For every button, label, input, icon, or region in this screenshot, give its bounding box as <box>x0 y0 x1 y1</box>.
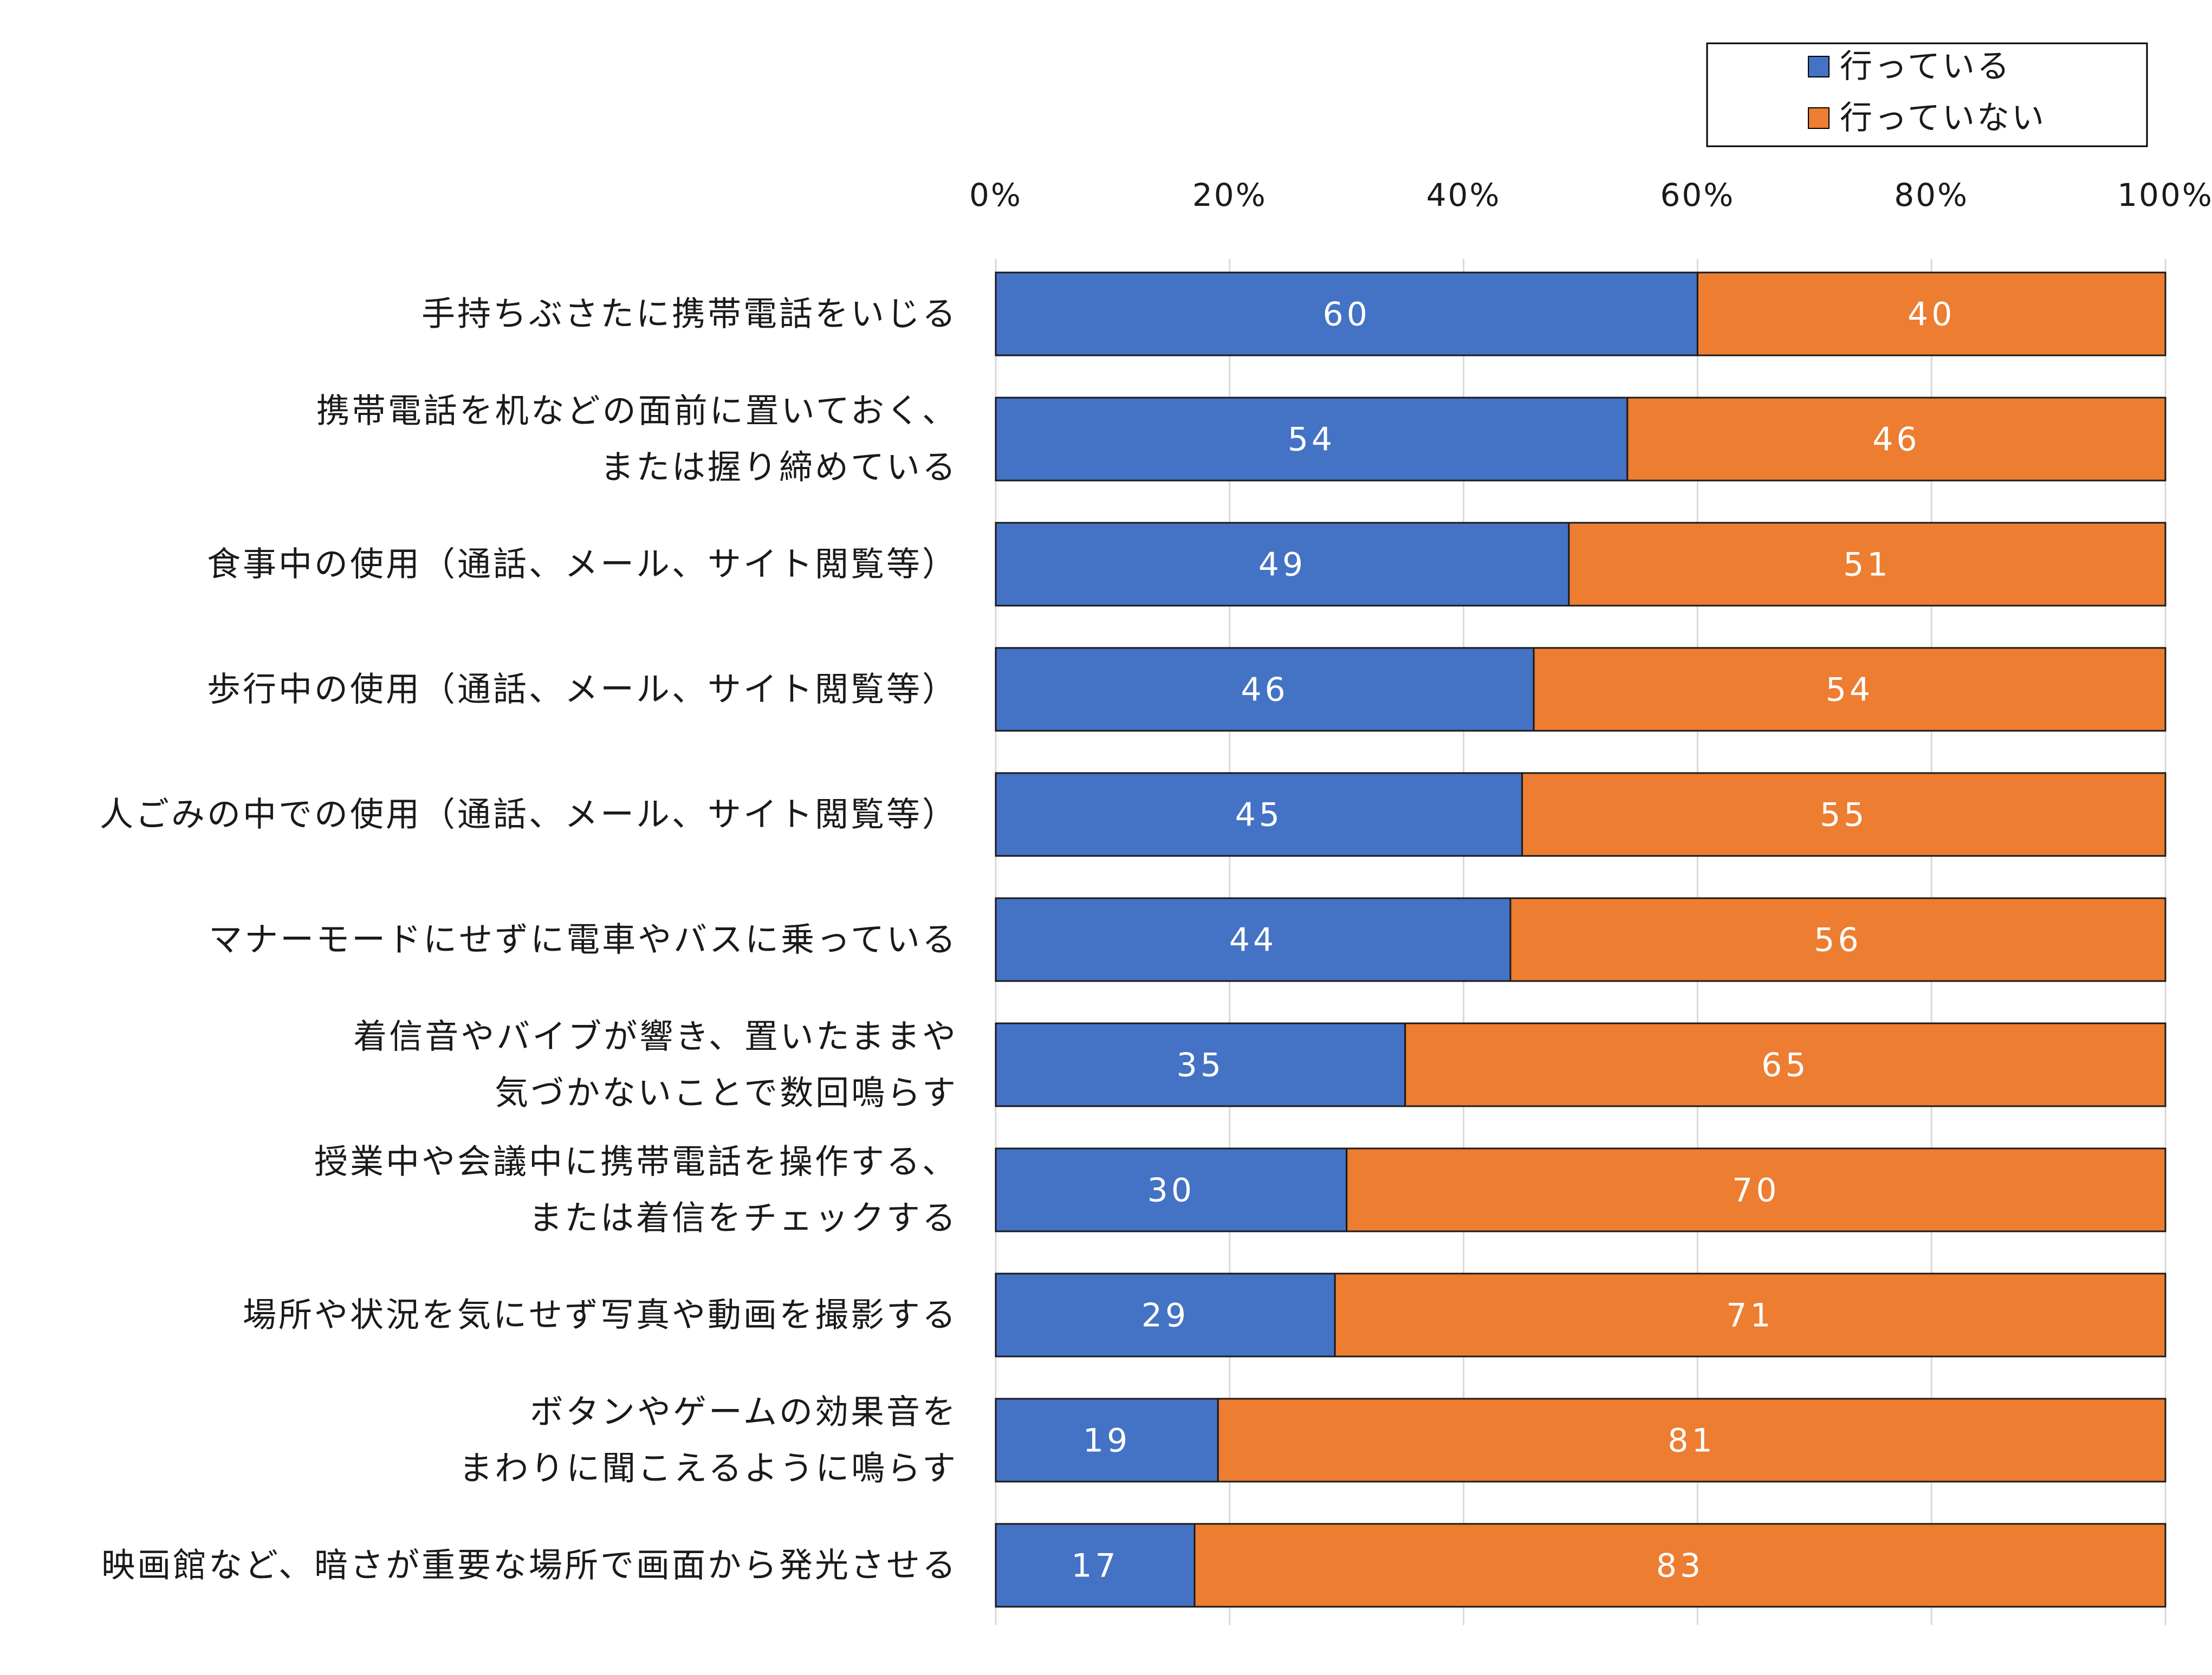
bar-doing <box>995 1398 1219 1483</box>
data-label: 46 <box>1872 421 1920 459</box>
data-label: 19 <box>1083 1422 1131 1460</box>
category-label: 歩行中の使用（通話、メール、サイト閲覧等） <box>207 670 958 709</box>
bar-not-doing <box>1533 647 2166 732</box>
data-label: 70 <box>1732 1172 1780 1210</box>
bar-doing <box>995 522 1570 607</box>
bar-not-doing <box>1626 397 2166 482</box>
legend-swatch-not-doing <box>1808 107 1830 129</box>
data-label: 46 <box>1241 671 1288 709</box>
bar-doing <box>995 1523 1196 1608</box>
data-label: 49 <box>1259 546 1306 584</box>
bar-not-doing <box>1217 1398 2166 1483</box>
category-label: 食事中の使用（通話、メール、サイト閲覧等） <box>207 544 958 584</box>
category-label: 携帯電話を机などの面前に置いておく、 <box>316 391 958 431</box>
data-label: 44 <box>1229 921 1277 959</box>
legend-label-doing: 行っている <box>1840 48 2012 86</box>
data-label: 30 <box>1147 1172 1195 1210</box>
data-label: 54 <box>1288 421 1335 459</box>
data-label: 54 <box>1826 671 1873 709</box>
bar-not-doing <box>1521 772 2166 857</box>
bar-doing <box>995 1273 1336 1358</box>
data-label: 56 <box>1814 921 1861 959</box>
category-label: 人ごみの中での使用（通話、メール、サイト閲覧等） <box>100 795 958 834</box>
x-tick-label: 60% <box>1660 177 1735 213</box>
bar-doing <box>995 397 1629 482</box>
x-tick-label: 80% <box>1894 177 1969 213</box>
category-labels: 手持ちぶさたに携帯電話をいじる携帯電話を机などの面前に置いておく、または握り締め… <box>100 294 958 1585</box>
data-label: 83 <box>1656 1547 1704 1585</box>
bar-doing <box>995 772 1523 857</box>
x-axis-tick-labels: 0% 20% 40% 60% 80% 100% <box>969 177 2212 213</box>
data-label: 40 <box>1908 296 1955 334</box>
data-label: 60 <box>1323 296 1371 334</box>
bar-not-doing <box>1509 897 2166 982</box>
data-label: 17 <box>1071 1547 1119 1585</box>
data-label: 65 <box>1761 1047 1809 1085</box>
category-label: 手持ちぶさたに携帯電話をいじる <box>421 294 958 334</box>
data-label: 29 <box>1141 1297 1189 1335</box>
data-label: 81 <box>1668 1422 1715 1460</box>
category-label: 授業中や会議中に携帯電話を操作する、 <box>314 1142 958 1181</box>
x-tick-label: 40% <box>1426 177 1501 213</box>
category-label: まわりに聞こえるように鳴らす <box>459 1449 958 1488</box>
x-tick-label: 100% <box>2117 177 2212 213</box>
x-tick-label: 0% <box>969 177 1022 213</box>
bar-not-doing <box>1696 271 2166 356</box>
legend-label-not-doing: 行っていない <box>1840 99 2046 137</box>
category-label: ボタンやゲームの効果音を <box>530 1392 958 1432</box>
bar-not-doing <box>1404 1022 2166 1107</box>
category-label: または着信をチェックする <box>529 1198 958 1238</box>
bar-doing <box>995 647 1535 732</box>
data-label: 71 <box>1726 1297 1774 1335</box>
category-label: 着信音やバイブが響き、置いたままや <box>353 1017 958 1056</box>
category-label: 場所や状況を気にせず写真や動画を撮影する <box>243 1295 958 1335</box>
category-label: マナーモードにせずに電車やバスに乗っている <box>209 920 958 959</box>
bar-not-doing <box>1334 1273 2166 1358</box>
bars: 60 40 54 46 49 51 46 54 45 55 44 56 35 65 30 70 29 71 19 81… <box>995 271 2166 1608</box>
legend-box <box>1706 42 2148 147</box>
data-label: 45 <box>1235 796 1283 834</box>
data-label: 51 <box>1843 546 1891 584</box>
bar-doing <box>995 897 1512 982</box>
x-tick-label: 20% <box>1192 177 1267 213</box>
bar-not-doing <box>1346 1147 2166 1232</box>
bar-doing <box>995 1147 1348 1232</box>
category-label: 映画館など、暗さが重要な場所で画面から発光させる <box>101 1546 958 1585</box>
bar-not-doing <box>1193 1523 2166 1608</box>
category-label: または握り締めている <box>600 447 958 487</box>
legend: 行っている 行っていない <box>1706 42 2148 147</box>
data-label: 35 <box>1177 1047 1224 1085</box>
bar-not-doing <box>1568 522 2166 607</box>
data-label: 55 <box>1820 796 1867 834</box>
bar-doing <box>995 1022 1406 1107</box>
category-label: 気づかないことで数回鳴らす <box>495 1073 958 1113</box>
legend-swatch-doing <box>1808 56 1830 77</box>
